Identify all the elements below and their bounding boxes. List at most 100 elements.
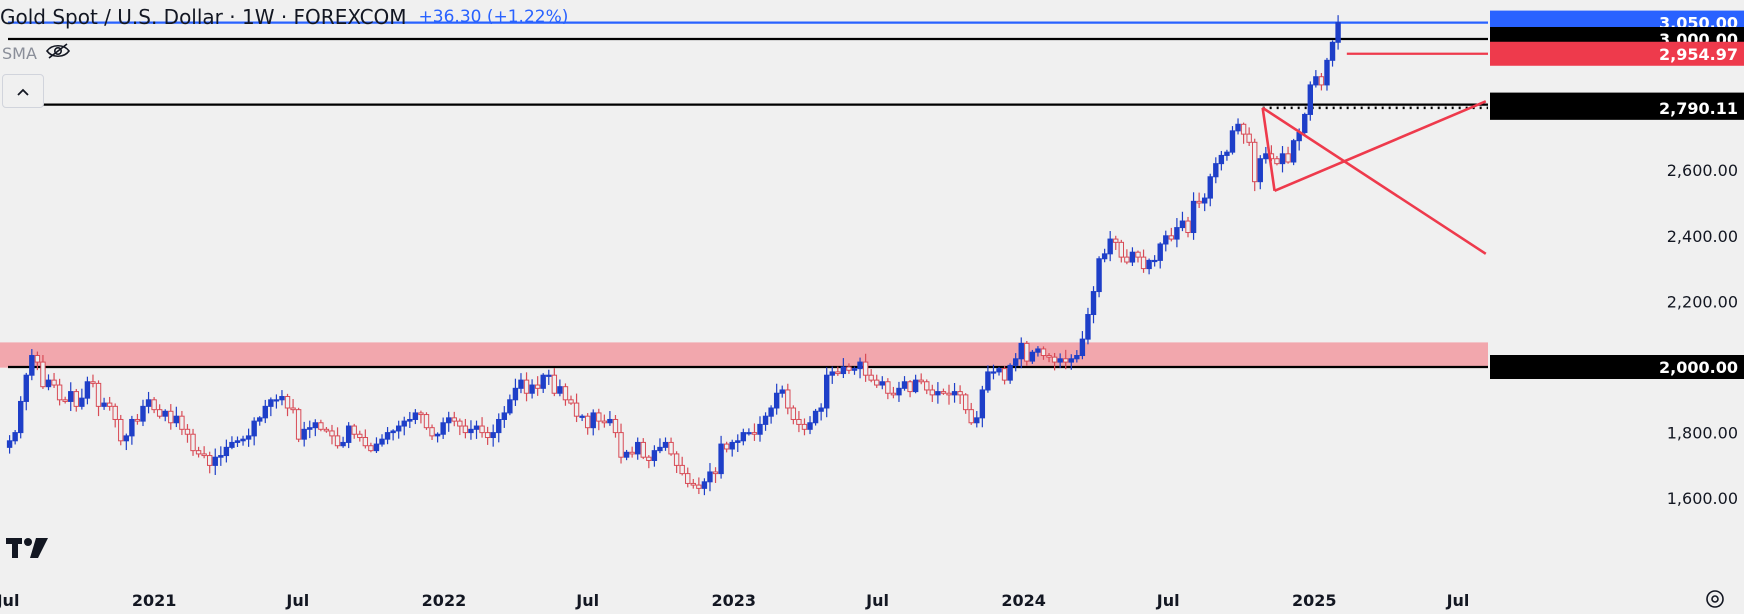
candle-body [345, 425, 352, 443]
candle-body [1018, 342, 1024, 360]
candle-body [307, 427, 313, 430]
time-axis[interactable]: Jul 2021 Jul 2022 Jul 2023 Jul 2024 Jul 2025 Jul [0, 591, 1469, 610]
candle-body [924, 381, 930, 391]
trendlines[interactable] [1261, 100, 1487, 255]
candle-body [1079, 338, 1086, 357]
trendline[interactable] [1261, 107, 1276, 192]
trendline[interactable] [1261, 106, 1487, 255]
candle-body [257, 417, 263, 422]
horizontal-levels[interactable] [8, 21, 1488, 369]
candle-body [6, 440, 13, 448]
candle-body [907, 381, 913, 393]
price-badge-label: 2,000.00 [1659, 358, 1738, 377]
trendline[interactable] [1274, 100, 1487, 193]
candle-body [829, 371, 835, 376]
candle-body [434, 433, 441, 437]
candle-body [262, 405, 268, 419]
candle-body [429, 427, 435, 437]
x-tick-label: Jul [865, 591, 889, 610]
candle-body [640, 441, 646, 458]
candle-body [34, 355, 41, 363]
candle-body [462, 425, 469, 434]
candle-body [384, 432, 391, 440]
candle-body [490, 432, 496, 439]
candle-body [990, 371, 997, 374]
candle-body [357, 433, 363, 439]
candle-body [1090, 291, 1097, 316]
candle-body [457, 420, 463, 427]
candle-body [251, 420, 257, 437]
candle-body [557, 386, 563, 394]
tradingview-logo-icon[interactable] [6, 536, 50, 564]
candle-body [418, 412, 424, 416]
symbol-title[interactable]: Gold Spot / U.S. Dollar · 1W · FOREXCOM [0, 5, 407, 29]
candle-body [1035, 348, 1041, 353]
candle-body [340, 441, 346, 447]
candle-body [368, 445, 374, 452]
candle-body [479, 425, 485, 434]
candle-body [112, 405, 118, 420]
gear-icon[interactable] [1704, 588, 1726, 614]
candle-body [1207, 176, 1213, 199]
candle-body [18, 400, 24, 434]
candle-body [134, 418, 141, 422]
candle-body [523, 379, 530, 394]
candle-body [79, 397, 85, 407]
candle-body [1124, 256, 1130, 263]
candle-body [1190, 200, 1197, 234]
candle-body [1029, 351, 1036, 362]
candle-body [218, 455, 224, 458]
candle-body [140, 405, 146, 422]
candle-body [985, 371, 991, 391]
candle-body [1240, 123, 1247, 135]
candle-body [184, 428, 191, 435]
candle-body [612, 418, 619, 434]
candle-body [740, 432, 747, 442]
collapse-legend-button[interactable] [2, 74, 44, 108]
candle-body [1263, 153, 1269, 160]
candle-body [812, 410, 819, 424]
candle-body [1201, 197, 1208, 204]
candle-body [751, 432, 758, 435]
candle-body [1085, 314, 1091, 340]
candle-body [45, 379, 52, 388]
indicator-name[interactable]: SMA [2, 43, 37, 63]
candle-body [962, 394, 969, 411]
candle-body [735, 440, 741, 443]
candle-body [773, 392, 780, 409]
y-tick-label: 2,400.00 [1667, 227, 1738, 246]
candle-body [1168, 235, 1175, 240]
candle-body [1274, 158, 1280, 165]
candle-body [1174, 227, 1180, 240]
candle-body [329, 430, 335, 437]
candle-body [1302, 113, 1308, 133]
eye-off-icon[interactable] [45, 42, 71, 64]
candle-body [484, 432, 491, 439]
candle-body [1329, 41, 1336, 61]
candle-body [145, 399, 152, 407]
candle-body [440, 422, 446, 435]
candle-body [590, 412, 596, 429]
candle-body [318, 422, 324, 430]
candle-body [62, 399, 68, 402]
chevron-up-icon [16, 82, 30, 101]
candle-body [29, 355, 35, 376]
candle-body [601, 420, 608, 424]
indicator-legend[interactable]: SMA [2, 42, 71, 64]
candle-body [12, 432, 18, 442]
candle-body [707, 471, 713, 483]
x-tick-label: Jul [1446, 591, 1470, 610]
candle-body [679, 464, 685, 475]
y-tick-label: 2,200.00 [1667, 292, 1738, 311]
candle-body [123, 435, 130, 442]
candle-body [1324, 59, 1330, 86]
candle-body [301, 428, 307, 440]
candle-body [646, 456, 652, 461]
candle-body [212, 456, 218, 466]
candle-body [951, 391, 958, 396]
candle-body [729, 441, 735, 450]
candle-body [540, 374, 546, 389]
candle-body [929, 389, 936, 396]
candle-body [696, 484, 702, 489]
